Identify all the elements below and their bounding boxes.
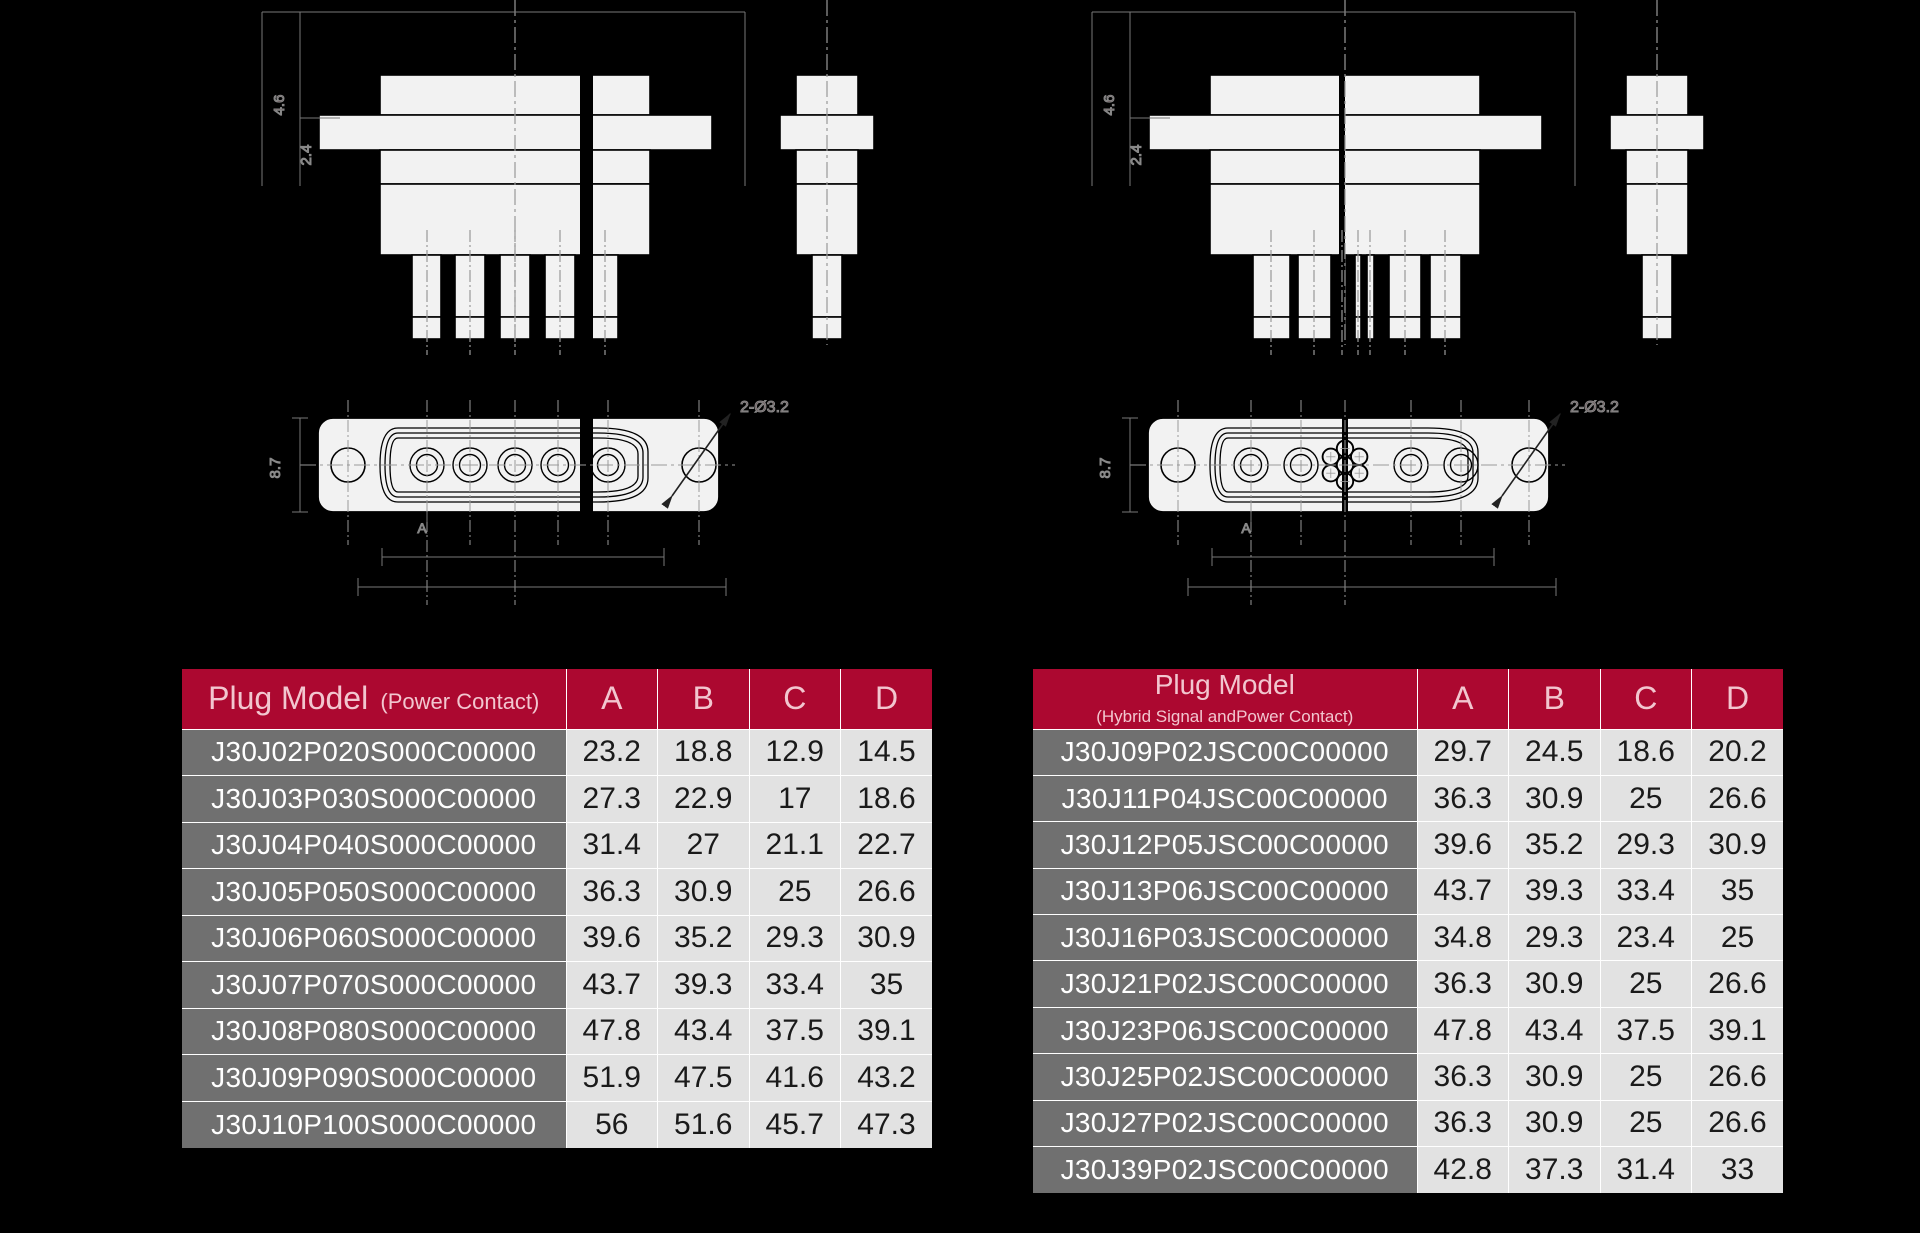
svg-text:A: A	[1241, 520, 1251, 536]
svg-text:2.4: 2.4	[1128, 145, 1145, 166]
svg-text:2-Ø3.2: 2-Ø3.2	[740, 399, 789, 416]
svg-text:8.7: 8.7	[1097, 458, 1114, 479]
svg-text:2-Ø3.2: 2-Ø3.2	[1570, 399, 1619, 416]
svg-text:4.6: 4.6	[271, 95, 288, 116]
svg-text:4.6: 4.6	[1101, 95, 1118, 116]
svg-text:2.4: 2.4	[298, 145, 315, 166]
svg-text:A: A	[417, 520, 427, 536]
svg-text:8.7: 8.7	[267, 458, 284, 479]
